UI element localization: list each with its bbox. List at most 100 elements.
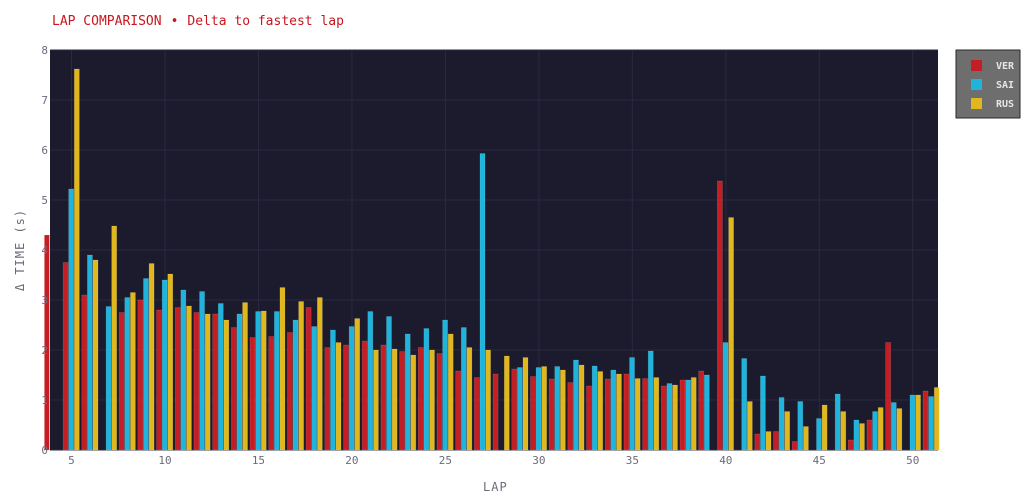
bar-rus[interactable] [111,225,118,451]
bar-rus[interactable] [354,318,361,451]
bar-sai[interactable] [292,319,299,451]
bar-ver[interactable] [717,180,723,451]
bar-ver[interactable] [137,299,144,451]
bar-sai[interactable] [573,359,579,451]
bar-sai[interactable] [517,367,523,451]
bar-sai[interactable] [535,367,542,451]
bar-rus[interactable] [672,384,678,451]
bar-rus[interactable] [653,377,660,451]
bar-ver[interactable] [380,344,387,451]
bar-ver[interactable] [156,309,162,451]
bar-ver[interactable] [399,351,405,451]
bar-sai[interactable] [610,369,617,451]
bar-rus[interactable] [223,319,230,451]
bar-rus[interactable] [148,263,155,451]
bar-ver[interactable] [44,234,50,451]
bar-ver[interactable] [455,370,461,451]
bar-rus[interactable] [260,310,267,451]
bar-rus[interactable] [242,302,248,451]
bar-sai[interactable] [217,303,224,451]
bar-rus[interactable] [578,364,585,451]
bar-ver[interactable] [773,431,779,451]
bar-ver[interactable] [754,433,761,451]
bar-rus[interactable] [616,373,622,451]
bar-ver[interactable] [791,441,798,451]
bar-sai[interactable] [255,311,261,451]
bar-ver[interactable] [436,353,443,451]
bar-rus[interactable] [167,273,174,451]
bar-ver[interactable] [118,312,125,451]
bar-sai[interactable] [87,254,93,451]
bar-sai[interactable] [367,311,374,451]
bar-sai[interactable] [666,383,673,451]
bar-rus[interactable] [204,313,211,451]
bar-sai[interactable] [274,311,280,451]
bar-sai[interactable] [741,358,748,451]
bar-sai[interactable] [591,365,598,451]
bar-ver[interactable] [174,307,181,451]
bar-rus[interactable] [541,366,547,451]
bar-rus[interactable] [429,349,435,451]
bar-ver[interactable] [623,373,630,451]
bar-ver[interactable] [193,312,200,451]
bar-rus[interactable] [74,68,80,451]
bar-sai[interactable] [199,291,205,451]
bar-sai[interactable] [348,326,355,451]
bar-ver[interactable] [305,307,312,451]
bar-sai[interactable] [704,374,710,451]
bar-rus[interactable] [373,349,379,451]
bar-rus[interactable] [634,378,641,451]
bar-sai[interactable] [311,326,318,451]
bar-sai[interactable] [479,153,486,451]
bar-ver[interactable] [474,377,480,451]
bar-rus[interactable] [317,297,323,451]
bar-sai[interactable] [161,279,168,451]
bar-rus[interactable] [92,259,99,451]
bar-rus[interactable] [279,287,286,451]
bar-sai[interactable] [797,401,804,451]
bar-rus[interactable] [391,348,398,451]
bar-ver[interactable] [212,313,218,451]
bar-sai[interactable] [629,357,635,451]
bar-sai[interactable] [722,342,729,451]
bar-rus[interactable] [840,411,847,451]
bar-sai[interactable] [330,329,336,451]
bar-ver[interactable] [268,336,275,451]
bar-sai[interactable] [554,366,561,451]
bar-ver[interactable] [343,344,349,451]
bar-rus[interactable] [335,342,342,451]
bar-ver[interactable] [361,340,368,451]
bar-rus[interactable] [130,292,136,451]
bar-ver[interactable] [417,347,424,451]
bar-ver[interactable] [642,378,648,451]
bar-ver[interactable] [679,379,686,451]
bar-ver[interactable] [324,347,331,451]
bar-sai[interactable] [404,333,411,451]
bar-rus[interactable] [915,394,921,451]
bar-sai[interactable] [760,375,766,451]
bar-sai[interactable] [834,393,841,451]
bar-ver[interactable] [866,419,873,451]
bar-rus[interactable] [784,411,791,451]
bar-sai[interactable] [647,350,654,451]
legend[interactable]: VER SAI RUS [955,49,1021,119]
bar-ver[interactable] [847,439,854,451]
bar-ver[interactable] [922,390,929,451]
bar-rus[interactable] [877,407,884,451]
bar-ver[interactable] [885,342,891,451]
bar-sai[interactable] [180,289,187,451]
bar-sai[interactable] [236,313,243,451]
bar-ver[interactable] [231,327,237,451]
bar-rus[interactable] [859,423,865,451]
bar-sai[interactable] [423,328,430,451]
bar-sai[interactable] [816,418,822,451]
bar-ver[interactable] [530,376,536,451]
bar-sai[interactable] [853,419,860,451]
bar-sai[interactable] [685,379,691,451]
bar-rus[interactable] [728,217,734,451]
bar-rus[interactable] [410,354,417,451]
bar-rus[interactable] [803,426,809,451]
bar-rus[interactable] [522,357,529,451]
bar-ver[interactable] [567,382,574,451]
bar-sai[interactable] [143,278,149,451]
